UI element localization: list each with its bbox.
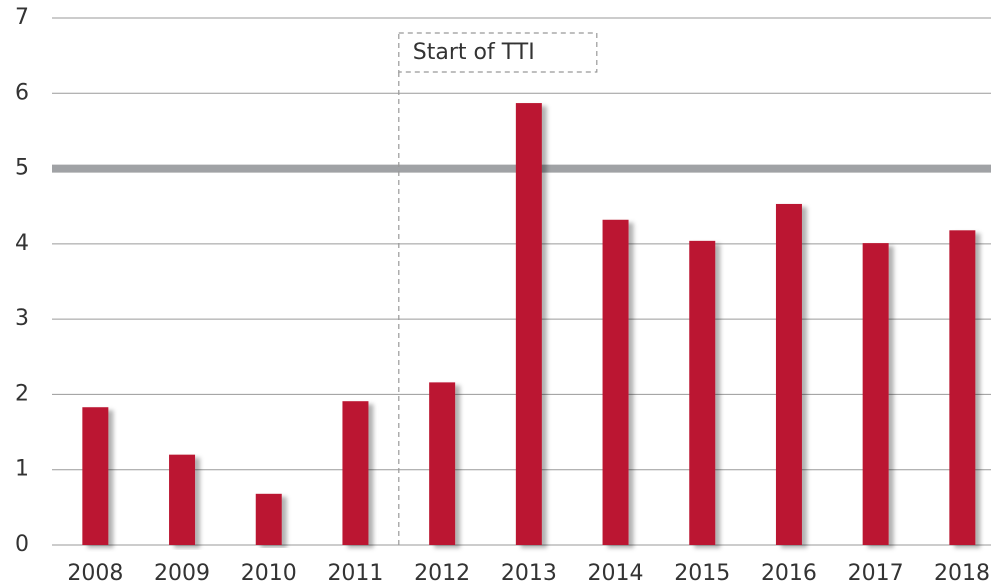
annotation-text: Start of TTI	[413, 40, 535, 65]
x-tick-label: 2014	[588, 561, 644, 586]
bar	[82, 407, 109, 545]
y-tick-label: 6	[15, 80, 29, 105]
bar	[169, 454, 196, 545]
bar	[255, 493, 282, 545]
annotation-box	[398, 32, 598, 73]
y-tick-label: 4	[15, 231, 29, 256]
bar	[429, 382, 456, 545]
bar	[775, 203, 802, 545]
x-tick-label: 2015	[674, 561, 730, 586]
bar	[342, 401, 369, 545]
x-tick-label: 2018	[934, 561, 990, 586]
x-tick-label: 2013	[501, 561, 557, 586]
bar	[689, 240, 716, 546]
y-tick-label: 5	[15, 156, 29, 181]
x-tick-label: 2016	[761, 561, 817, 586]
bar	[515, 103, 542, 545]
x-tick-label: 2010	[241, 561, 297, 586]
y-tick-label: 0	[15, 532, 29, 557]
x-tick-label: 2012	[414, 561, 470, 586]
bar	[949, 230, 976, 545]
x-tick-label: 2017	[848, 561, 904, 586]
x-tick-label: 2008	[67, 561, 123, 586]
bar	[862, 243, 889, 545]
y-tick-label: 7	[15, 5, 29, 30]
y-tick-label: 3	[15, 306, 29, 331]
x-tick-label: 2009	[154, 561, 210, 586]
x-tick-label: 2011	[327, 561, 383, 586]
bar	[602, 219, 629, 545]
y-tick-label: 1	[15, 457, 29, 482]
y-tick-label: 2	[15, 381, 29, 406]
